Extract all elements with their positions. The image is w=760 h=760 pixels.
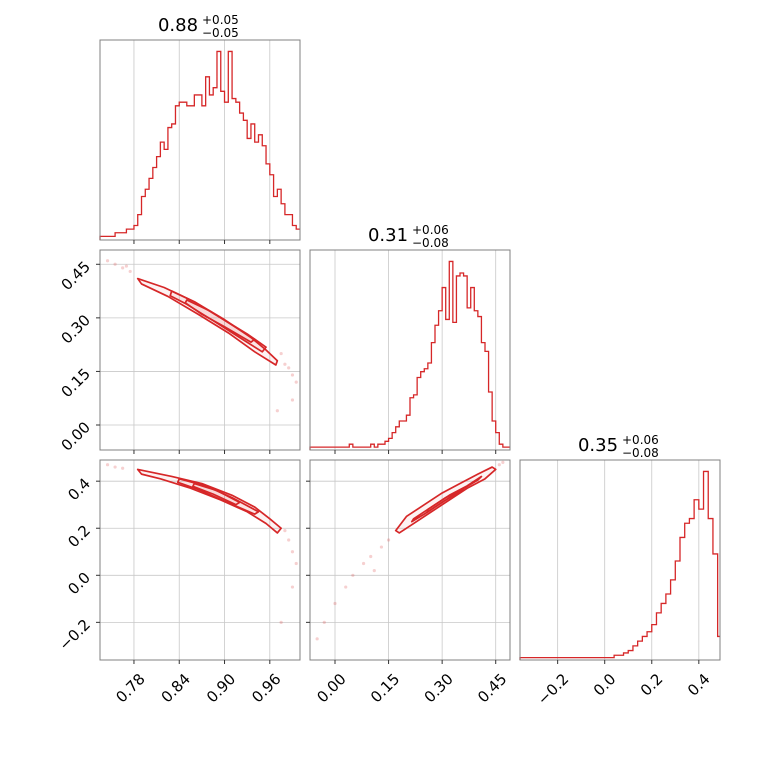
y-tick-label: 0.2 (64, 522, 94, 552)
x-tick-label: 0.4 (684, 670, 714, 700)
scatter-panel-2-1 (306, 459, 511, 664)
density-contour (191, 482, 241, 506)
sample-point (124, 264, 129, 268)
scatter-panel-1-0: 0.00 0.15 0.30 0.45 (58, 249, 301, 455)
sample-point (283, 362, 287, 366)
y-tick-label: 0.00 (58, 418, 94, 454)
sample-point (386, 538, 391, 542)
x-tick-label: 0.90 (203, 670, 239, 706)
sample-point (294, 380, 298, 384)
sample-point (105, 259, 110, 263)
sample-point (372, 568, 376, 573)
title-upper-error-2: +0.06 (622, 433, 659, 447)
parameter-title-0: 0.88 (158, 15, 198, 36)
sample-point (333, 601, 337, 606)
title-upper-error-0: +0.05 (202, 13, 239, 27)
sample-point (275, 409, 279, 413)
histogram-panel-1: 0.31 +0.06−0.08 (309, 223, 511, 454)
density-contour (136, 277, 279, 366)
x-tick-label: 0.15 (367, 670, 403, 706)
panel-frame (99, 249, 301, 451)
parameter-title-2: 0.35 (578, 435, 618, 456)
histogram-step-line (519, 470, 720, 660)
sample-point (290, 398, 295, 402)
sample-point (344, 585, 348, 589)
density-contour (136, 468, 282, 534)
sample-point (287, 366, 291, 370)
histogram-step-line (309, 260, 510, 450)
title-lower-error-1: −0.08 (412, 236, 449, 250)
x-tick-label: 0.45 (474, 670, 510, 706)
sample-point (361, 561, 366, 566)
panel-frame (99, 459, 301, 661)
sample-point (121, 266, 125, 270)
y-tick-label: −0.2 (56, 616, 94, 654)
sample-point (113, 465, 117, 469)
panel-frame (309, 459, 511, 661)
x-tick-label: 0.78 (112, 670, 148, 706)
y-tick-label: 0.45 (58, 258, 94, 294)
panel-frame (99, 39, 301, 241)
x-tick-label: 0.0 (590, 670, 620, 700)
sample-point (290, 585, 295, 589)
y-tick-label: 0.15 (58, 365, 94, 401)
sample-point (128, 269, 132, 274)
histogram-step-line (99, 50, 300, 240)
sample-point (290, 373, 295, 377)
x-tick-label: 0.2 (637, 670, 667, 700)
sample-point (497, 463, 501, 467)
x-tick-label: 0.96 (248, 670, 284, 706)
sample-point (283, 528, 287, 533)
sample-point (315, 637, 319, 641)
sample-point (279, 351, 283, 356)
title-upper-error-1: +0.06 (412, 223, 449, 237)
y-tick-label: 0.30 (58, 311, 94, 347)
x-tick-label: 0.30 (421, 670, 457, 706)
x-tick-label: −0.2 (534, 670, 572, 708)
sample-point (322, 620, 326, 624)
title-lower-error-0: −0.05 (202, 26, 239, 40)
histogram-panel-2: 0.35 +0.06−0.08 (519, 433, 721, 664)
sample-point (379, 545, 384, 549)
y-tick-label: 0.4 (64, 474, 94, 504)
sample-point (369, 554, 373, 559)
y-tick-label: 0.0 (64, 569, 94, 599)
sample-point (105, 463, 110, 467)
x-tick-label: 0.00 (313, 670, 349, 706)
sample-point (121, 466, 125, 470)
sample-point (113, 262, 117, 266)
parameter-title-1: 0.31 (368, 225, 408, 246)
sample-point (290, 550, 295, 554)
histogram-panel-0: 0.88 +0.05−0.05 (99, 13, 301, 244)
density-contour (184, 299, 256, 343)
panel-frame (309, 249, 511, 451)
sample-point (294, 561, 298, 566)
density-contour (426, 487, 465, 514)
title-lower-error-2: −0.08 (622, 446, 659, 460)
panel-frame (519, 459, 721, 661)
sample-point (501, 460, 505, 464)
sample-point (287, 538, 291, 542)
scatter-panel-2-0: −0.2 0.0 0.2 0.4 (56, 459, 301, 664)
x-tick-label: 0.84 (158, 670, 194, 706)
sample-point (351, 573, 355, 577)
sample-point (279, 620, 283, 624)
